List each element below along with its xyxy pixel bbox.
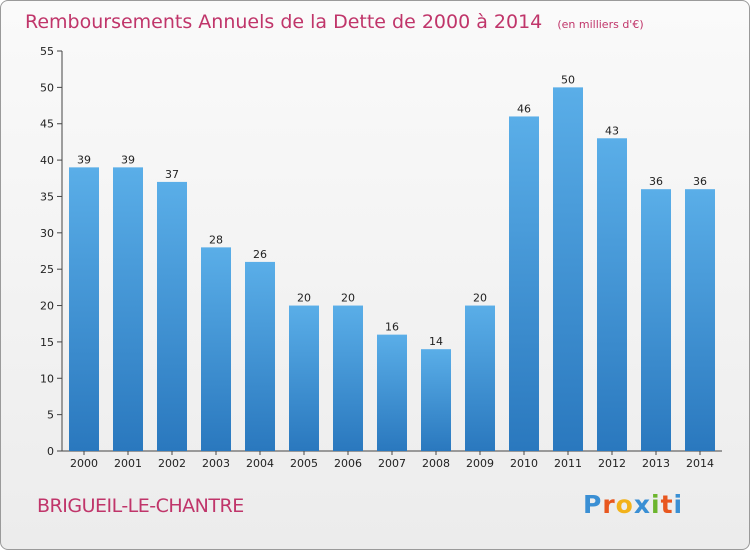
y-tick-label: 45 xyxy=(40,118,54,131)
bar-value-label: 50 xyxy=(561,73,575,86)
logo-letter: i xyxy=(651,490,661,519)
bar-value-label: 36 xyxy=(649,175,663,188)
bar xyxy=(509,116,539,452)
y-tick-label: 20 xyxy=(40,300,54,313)
logo-letter: P xyxy=(583,490,603,519)
bar xyxy=(157,181,187,451)
x-tick-label: 2005 xyxy=(290,457,318,470)
x-tick-label: 2000 xyxy=(70,457,98,470)
y-tick-label: 40 xyxy=(40,154,54,167)
y-tick-label: 15 xyxy=(40,336,54,349)
bar-value-label: 46 xyxy=(517,102,531,115)
bar xyxy=(553,87,583,451)
y-tick-label: 30 xyxy=(40,227,54,240)
proxiti-logo: Proxiti xyxy=(583,490,683,519)
x-tick-label: 2008 xyxy=(422,457,450,470)
bar-value-label: 28 xyxy=(209,233,223,246)
y-tick-label: 5 xyxy=(47,409,54,422)
bar-value-label: 39 xyxy=(121,153,135,166)
x-tick-label: 2014 xyxy=(686,457,714,470)
logo-letter: r xyxy=(602,490,616,519)
bar-value-label: 26 xyxy=(253,248,267,261)
logo-letter: x xyxy=(633,490,651,519)
x-tick-label: 2013 xyxy=(642,457,670,470)
y-tick-label: 35 xyxy=(40,190,54,203)
x-axis: 2000 2001 2002 2003 2004 2005 2006 2007 2008 2009… xyxy=(62,450,722,470)
y-tick-label: 50 xyxy=(40,81,54,94)
bar-value-label: 39 xyxy=(77,153,91,166)
bar xyxy=(113,167,143,451)
x-tick-label: 2009 xyxy=(466,457,494,470)
x-tick-label: 2004 xyxy=(246,457,274,470)
bar-value-label: 14 xyxy=(429,335,443,348)
logo-letter: t xyxy=(660,490,674,519)
bar xyxy=(289,305,319,451)
x-tick-label: 2010 xyxy=(510,457,538,470)
x-tick-label: 2006 xyxy=(334,457,362,470)
bar xyxy=(465,305,495,451)
bar xyxy=(69,167,99,451)
bar xyxy=(201,247,231,451)
bar xyxy=(685,189,715,451)
x-tick-label: 2012 xyxy=(598,457,626,470)
y-tick-label: 55 xyxy=(40,45,54,58)
bar xyxy=(597,138,627,452)
logo-letter: i xyxy=(673,490,684,519)
bar xyxy=(377,334,407,451)
x-tick-label: 2001 xyxy=(114,457,142,470)
y-tick-label: 0 xyxy=(47,445,54,458)
y-axis: 0 5 10 15 20 25 30 35 40 45 50 55 xyxy=(40,45,63,458)
bar-value-label: 20 xyxy=(297,292,311,305)
chart-title: Remboursements Annuels de la Dette de 20… xyxy=(25,11,644,33)
x-tick-label: 2011 xyxy=(554,457,582,470)
bar xyxy=(421,349,451,451)
x-tick-label: 2003 xyxy=(202,457,230,470)
x-tick-label: 2007 xyxy=(378,457,406,470)
bar-value-label: 16 xyxy=(385,321,399,334)
bar-value-label: 36 xyxy=(693,175,707,188)
bar-value-label: 43 xyxy=(605,124,619,137)
logo-letter: o xyxy=(615,490,634,519)
y-tick-label: 10 xyxy=(40,372,54,385)
bar-value-label: 20 xyxy=(341,292,355,305)
bars-group: 39 39 37 28 26 20 20 16 14 20 46 50 43 36 36 xyxy=(69,73,715,452)
x-tick-label: 2002 xyxy=(158,457,186,470)
bar-value-label: 37 xyxy=(165,168,179,181)
bar xyxy=(641,189,671,451)
y-tick-label: 25 xyxy=(40,263,54,276)
bar xyxy=(245,261,275,451)
bar-value-label: 20 xyxy=(473,292,487,305)
commune-name: BRIGUEIL-LE-CHANTRE xyxy=(37,495,244,517)
bar xyxy=(333,305,363,451)
